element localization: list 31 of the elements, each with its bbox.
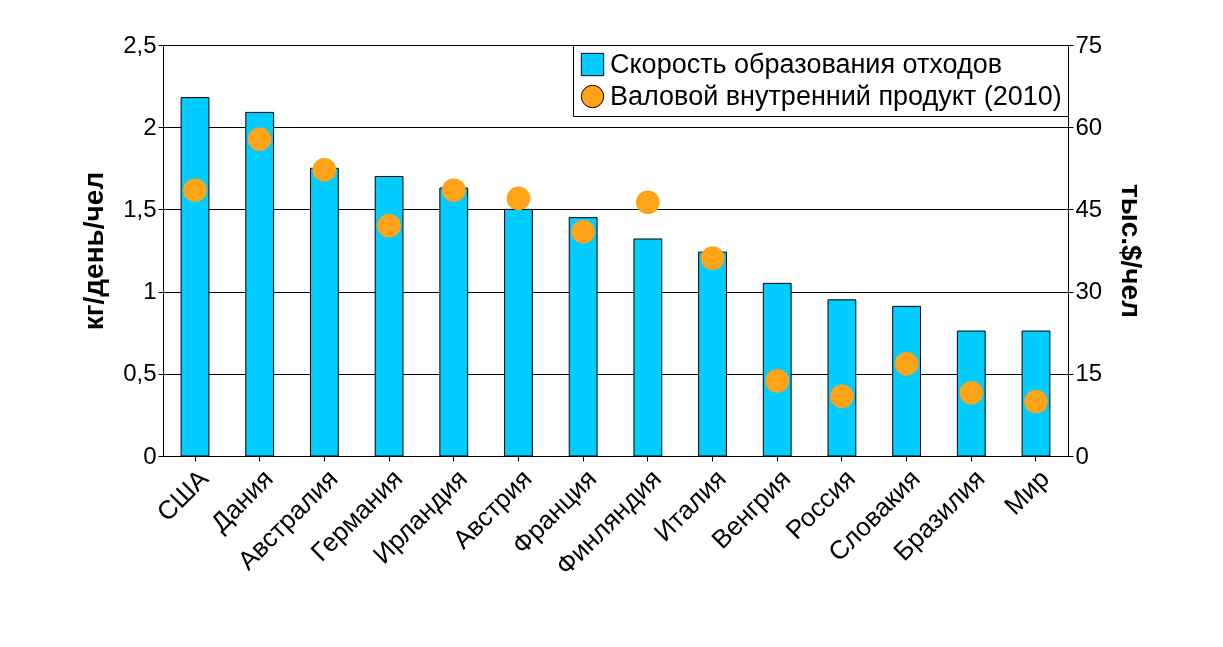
point	[765, 369, 790, 393]
x-tick-label: Мир	[998, 463, 1056, 521]
point	[830, 384, 854, 409]
y2-tick-label: 60	[1075, 112, 1103, 140]
y-tick-label: 2,5	[123, 30, 157, 58]
point	[1024, 389, 1048, 414]
y-tick-label: 0,5	[123, 359, 157, 387]
point	[312, 158, 337, 182]
point	[571, 220, 595, 244]
point	[894, 352, 919, 376]
y2-axis-title: тыс.$/чел	[1116, 184, 1148, 318]
point	[700, 246, 725, 270]
point	[183, 178, 207, 203]
legend-label: Скорость образования отходов	[610, 48, 1003, 79]
y-tick-label: 1	[143, 277, 157, 305]
point	[377, 214, 401, 238]
y2-tick-label: 15	[1075, 359, 1103, 387]
point	[441, 178, 466, 203]
point	[636, 190, 660, 215]
y2-tick-label: 75	[1075, 30, 1103, 58]
y2-tick-label: 0	[1075, 441, 1089, 469]
legend-label: Валовой внутренний продукт (2010)	[610, 80, 1062, 111]
y2-tick-label: 30	[1075, 277, 1103, 305]
y-tick-label: 0	[143, 441, 157, 469]
y-tick-label: 2	[143, 112, 157, 140]
y-tick-label: 1,5	[123, 194, 157, 222]
y-axis-title: кг/день/чел	[78, 171, 110, 331]
point	[506, 186, 531, 211]
y2-tick-label: 45	[1075, 194, 1103, 222]
point	[959, 381, 984, 405]
point	[247, 127, 272, 152]
